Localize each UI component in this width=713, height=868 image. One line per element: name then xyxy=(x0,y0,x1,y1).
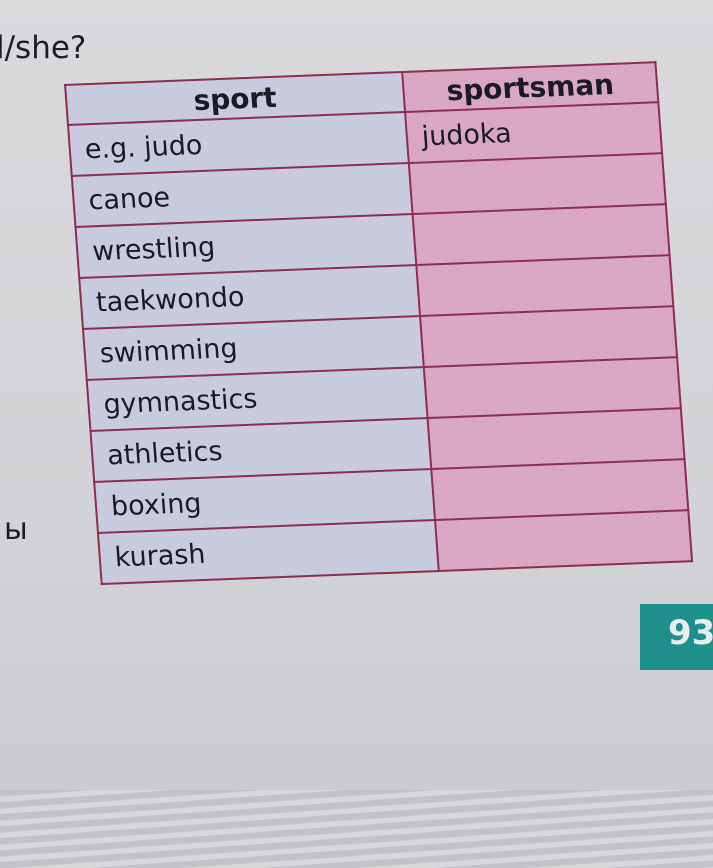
page-number: 93 xyxy=(640,604,713,670)
side-letter: ы xyxy=(4,512,28,547)
page-edges xyxy=(0,790,713,868)
sports-table: sport sportsman e.g. judo judoka canoe wres… xyxy=(64,61,693,585)
sportsman-cell xyxy=(434,510,693,571)
table-wrap: sport sportsman e.g. judo judoka canoe wres… xyxy=(64,61,693,585)
heading: l/she? xyxy=(0,30,87,66)
